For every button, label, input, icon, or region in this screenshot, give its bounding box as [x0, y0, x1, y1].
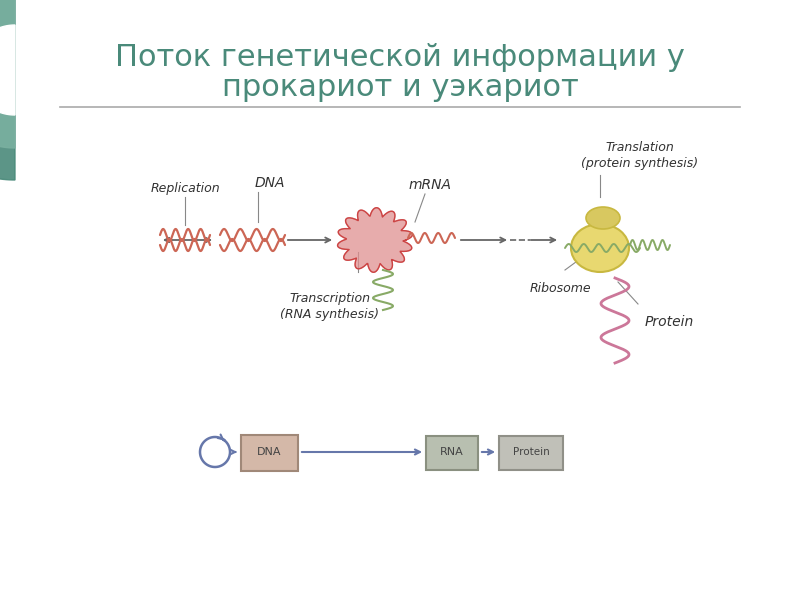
Text: Protein: Protein — [645, 315, 694, 329]
Text: RNA: RNA — [440, 447, 464, 457]
Text: Translation
(protein synthesis): Translation (protein synthesis) — [582, 141, 698, 170]
Polygon shape — [0, 25, 15, 115]
Polygon shape — [338, 208, 413, 272]
Text: Transcription
(RNA synthesis): Transcription (RNA synthesis) — [281, 292, 379, 321]
Ellipse shape — [571, 224, 629, 272]
Text: прокариот и уэкариот: прокариот и уэкариот — [222, 73, 578, 103]
FancyBboxPatch shape — [426, 436, 478, 470]
Text: Поток генетической информации у: Поток генетической информации у — [115, 43, 685, 71]
Text: Protein: Protein — [513, 447, 550, 457]
Ellipse shape — [586, 207, 620, 229]
Text: Ribosome: Ribosome — [530, 282, 592, 295]
Polygon shape — [0, 0, 15, 180]
FancyBboxPatch shape — [499, 436, 563, 470]
Text: DNA: DNA — [254, 176, 286, 190]
FancyBboxPatch shape — [241, 435, 298, 471]
Text: mRNA: mRNA — [409, 178, 451, 192]
Text: DNA: DNA — [257, 447, 282, 457]
Text: Replication: Replication — [150, 182, 220, 195]
Polygon shape — [0, 0, 15, 148]
